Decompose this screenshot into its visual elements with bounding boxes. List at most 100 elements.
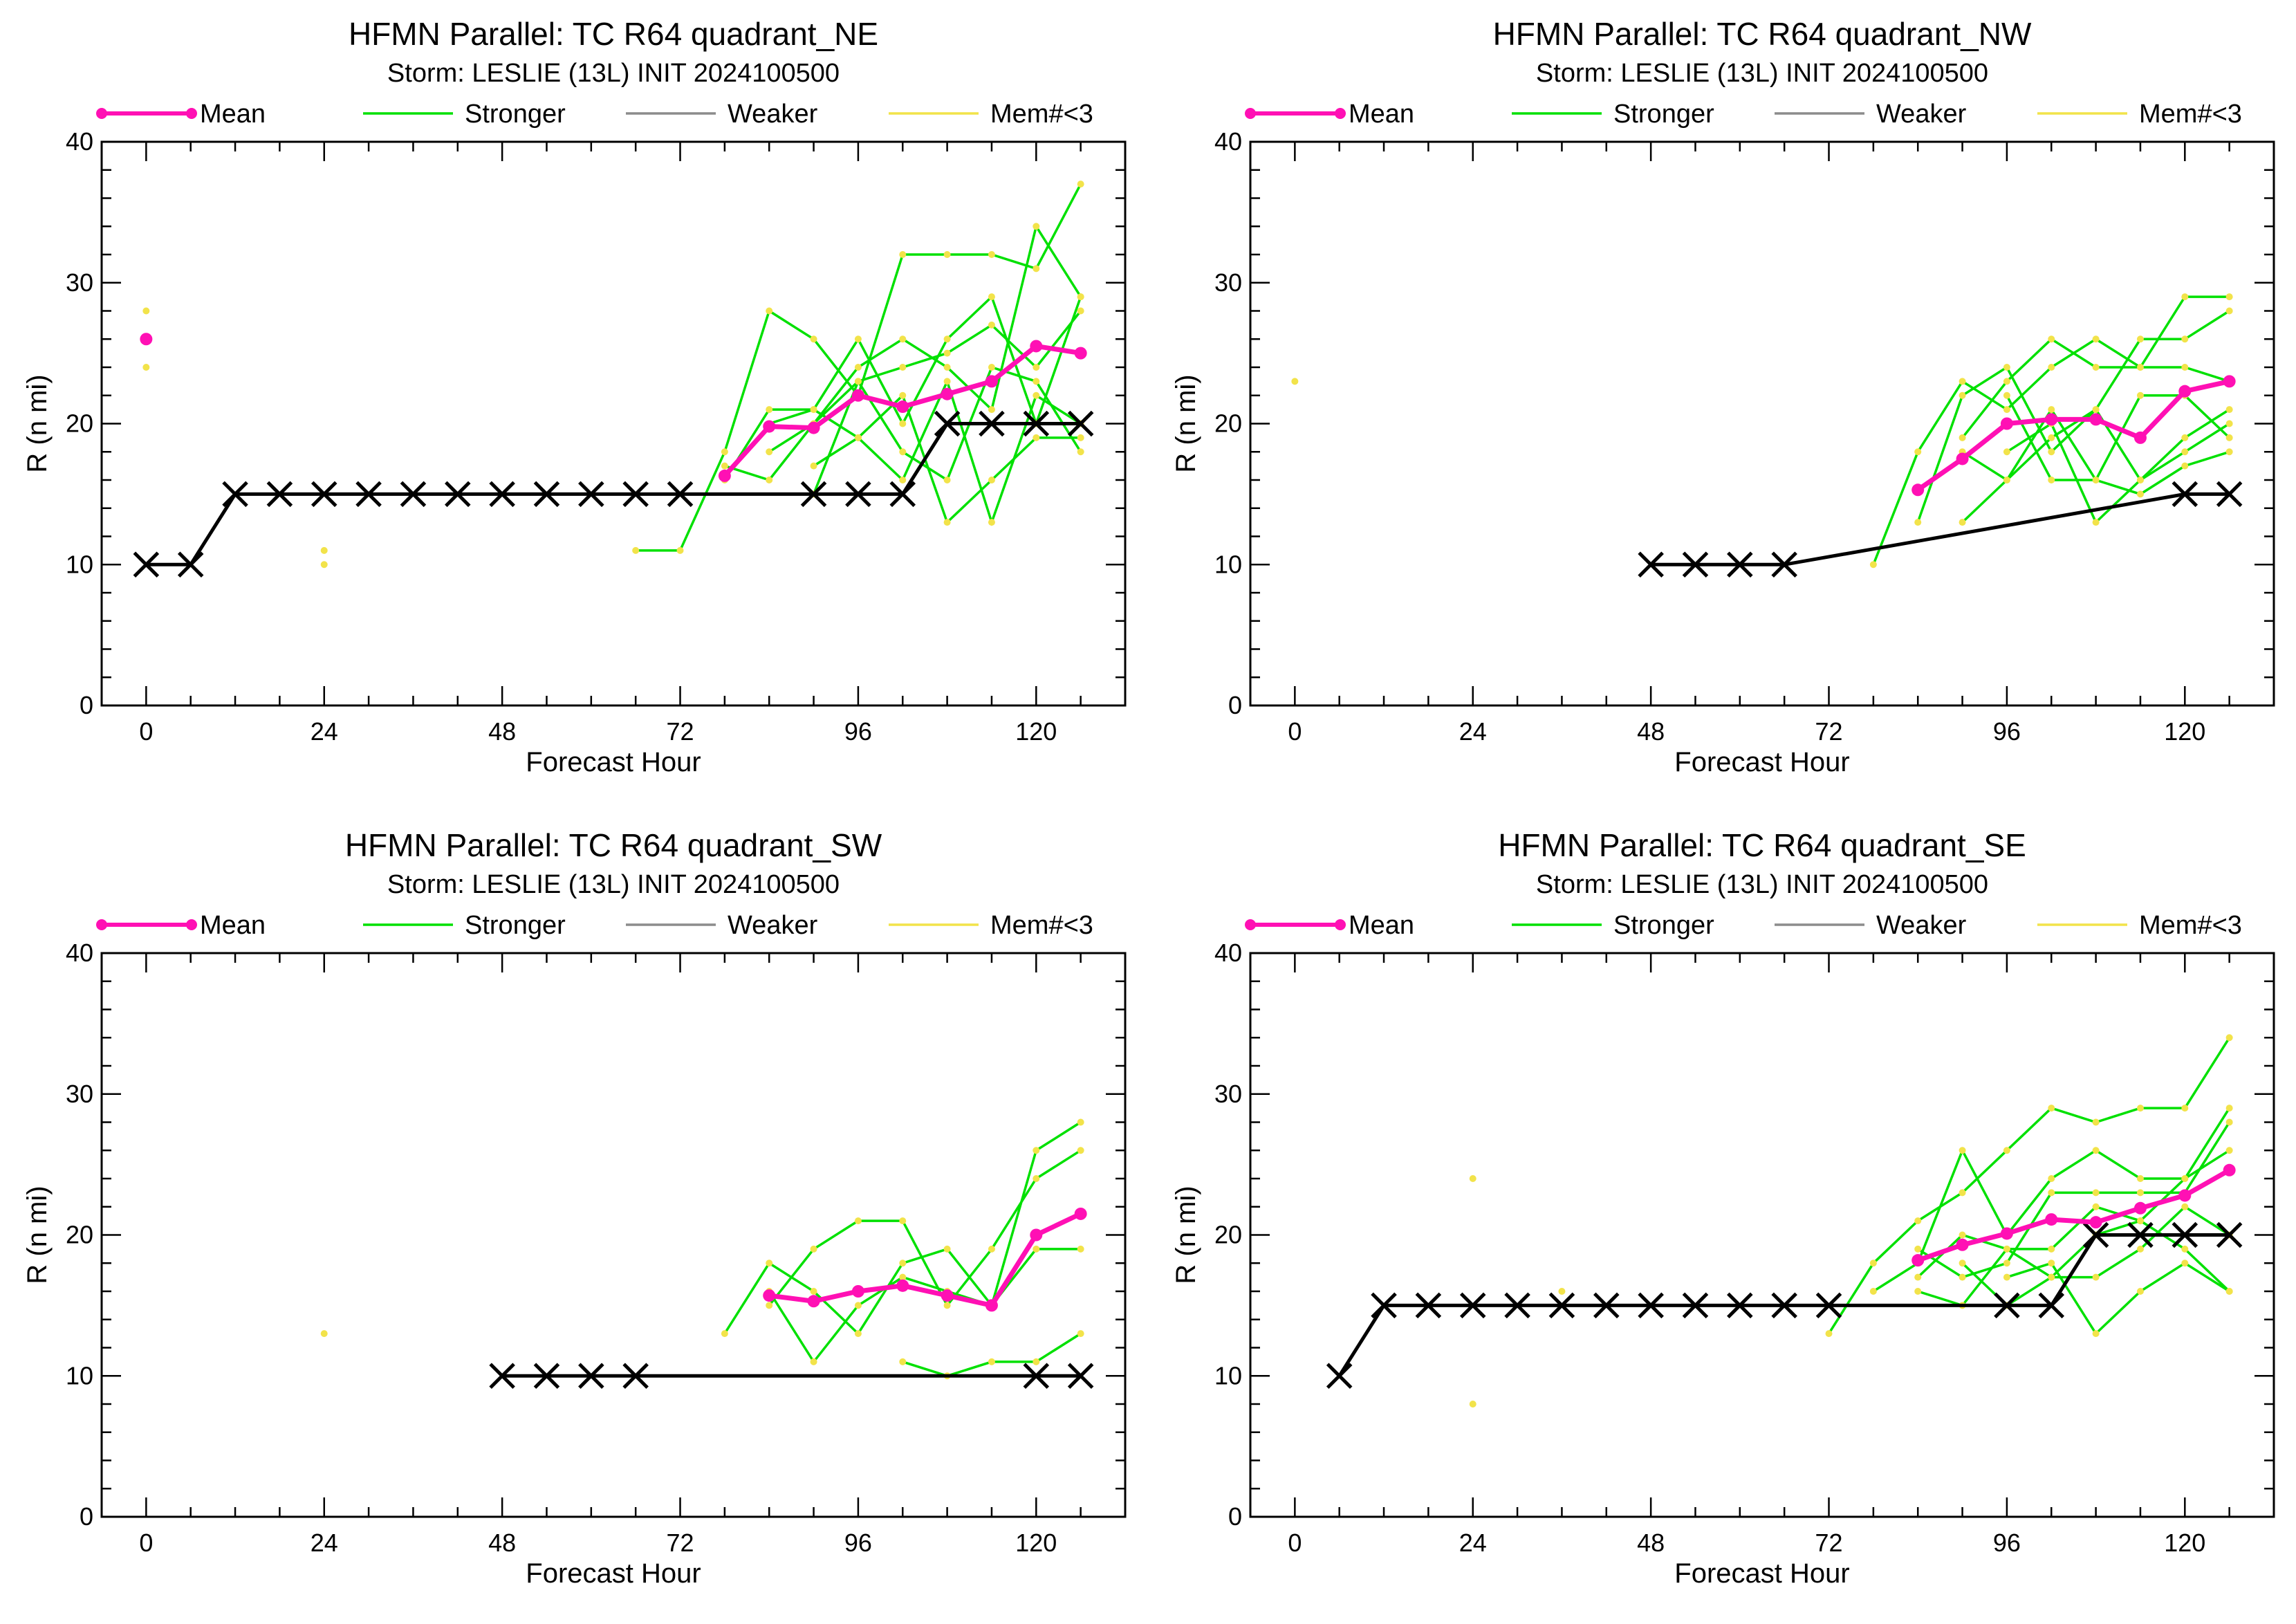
member-point	[2136, 490, 2144, 498]
member-point	[766, 406, 773, 414]
member-line	[1917, 1121, 2231, 1279]
member-point	[988, 364, 995, 371]
mean-point	[896, 400, 909, 414]
chart-subtitle: Storm: LESLIE (13L) INIT 2024100500	[1536, 870, 1988, 899]
y-tick-label: 40	[66, 127, 93, 156]
mean-point	[985, 375, 998, 388]
x-tick-label: 72	[1815, 717, 1842, 746]
member-line	[902, 1332, 1082, 1378]
official-forecast-marker	[845, 481, 871, 508]
official-forecast-marker	[2172, 481, 2198, 508]
member-point	[320, 561, 328, 569]
member-point	[988, 519, 995, 526]
legend-mean-label: Mean	[1349, 100, 1414, 129]
member-point	[1959, 391, 1966, 399]
member-point	[2136, 391, 2144, 399]
mean-line	[1917, 1168, 2231, 1263]
official-forecast-marker	[489, 481, 515, 508]
chart-panel-2: HFMN Parallel: TC R64 quadrant_SW Storm: …	[22, 827, 1127, 1589]
member-point	[1869, 561, 1877, 569]
x-tick-label: 24	[1459, 1529, 1487, 1557]
official-forecast-marker	[1326, 1363, 1353, 1390]
member-point	[943, 364, 951, 371]
member-line	[768, 1149, 1082, 1308]
member-point	[2181, 1105, 2189, 1112]
mean-line	[1916, 378, 2230, 492]
legend-mean-label: Mean	[1349, 911, 1414, 940]
member-point	[988, 1358, 995, 1365]
member-point	[1914, 1245, 1922, 1253]
x-tick-label: 96	[844, 1529, 872, 1557]
x-tick-label: 48	[488, 717, 516, 746]
member-point	[2003, 477, 2010, 483]
member-point	[1077, 1245, 1084, 1253]
member-point	[2181, 293, 2189, 301]
legend-weaker-label: Weaker	[728, 911, 818, 940]
mean-point	[1030, 1228, 1043, 1242]
mean-point	[1030, 340, 1043, 353]
legend-stronger-label: Stronger	[1613, 911, 1714, 940]
chart-subtitle: Storm: LESLIE (13L) INIT 2024100500	[1536, 59, 1988, 88]
member-point	[854, 1302, 862, 1309]
member-point	[2092, 1147, 2100, 1154]
member-point	[899, 477, 907, 483]
member-point	[766, 448, 773, 456]
y-axis-label: R (n mi)	[22, 374, 53, 472]
member-point	[810, 1245, 817, 1253]
official-forecast-line	[146, 422, 1081, 566]
member-point	[2092, 477, 2100, 483]
official-forecast-marker	[1023, 1363, 1050, 1390]
member-point	[943, 519, 951, 526]
mean-point	[941, 387, 954, 400]
official-forecast-marker	[1548, 1292, 1575, 1319]
official-forecast-marker	[1504, 1292, 1530, 1319]
member-point	[1959, 1273, 1966, 1281]
official-forecast-marker	[133, 551, 160, 578]
member-point	[1033, 223, 1040, 230]
x-tick-label: 120	[2164, 717, 2205, 746]
mean-point	[2178, 1189, 2192, 1202]
official-forecast-marker	[1023, 410, 1050, 437]
official-forecast-marker	[533, 1363, 560, 1390]
chart-subtitle: Storm: LESLIE (13L) INIT 2024100500	[387, 59, 840, 88]
member-point	[2048, 448, 2055, 456]
member-line	[1916, 1149, 2230, 1278]
official-forecast-marker	[1727, 551, 1753, 578]
official-forecast-marker	[2082, 1221, 2109, 1248]
plot-frame	[1249, 140, 2275, 707]
x-tick-label: 24	[311, 717, 338, 746]
y-tick-label: 30	[66, 1080, 93, 1108]
official-forecast-marker	[266, 481, 293, 508]
member-point	[2225, 307, 2233, 315]
x-tick-label: 48	[1637, 1529, 1665, 1557]
member-point	[2136, 335, 2144, 343]
member-point	[2136, 364, 2144, 371]
member-point	[2003, 1245, 2010, 1253]
member-point	[1869, 1288, 1877, 1295]
member-point	[1033, 1175, 1040, 1182]
member-point	[2092, 1273, 2100, 1281]
x-axis-label: Forecast Hour	[526, 1558, 701, 1589]
member-point	[899, 1358, 907, 1365]
member-point	[943, 251, 951, 258]
x-tick-label: 24	[311, 1529, 338, 1557]
x-tick-label: 120	[1015, 717, 1057, 746]
y-tick-label: 0	[1228, 691, 1242, 719]
official-forecast-marker	[1638, 1292, 1664, 1319]
member-point	[1914, 1288, 1922, 1295]
member-point	[1077, 181, 1084, 188]
official-forecast-marker	[533, 481, 560, 508]
official-forecast-marker	[2216, 481, 2243, 508]
member-point	[2003, 1273, 2010, 1281]
official-forecast-marker	[800, 481, 827, 508]
member-point	[1077, 293, 1084, 301]
member-line	[1917, 1205, 2230, 1307]
official-forecast-marker	[1593, 1292, 1620, 1319]
member-point	[988, 406, 995, 414]
member-point	[2181, 434, 2189, 441]
member-point	[1077, 434, 1084, 441]
official-forecast-marker	[1459, 1292, 1486, 1319]
member-point	[1959, 434, 1966, 441]
member-point	[1959, 519, 1966, 526]
